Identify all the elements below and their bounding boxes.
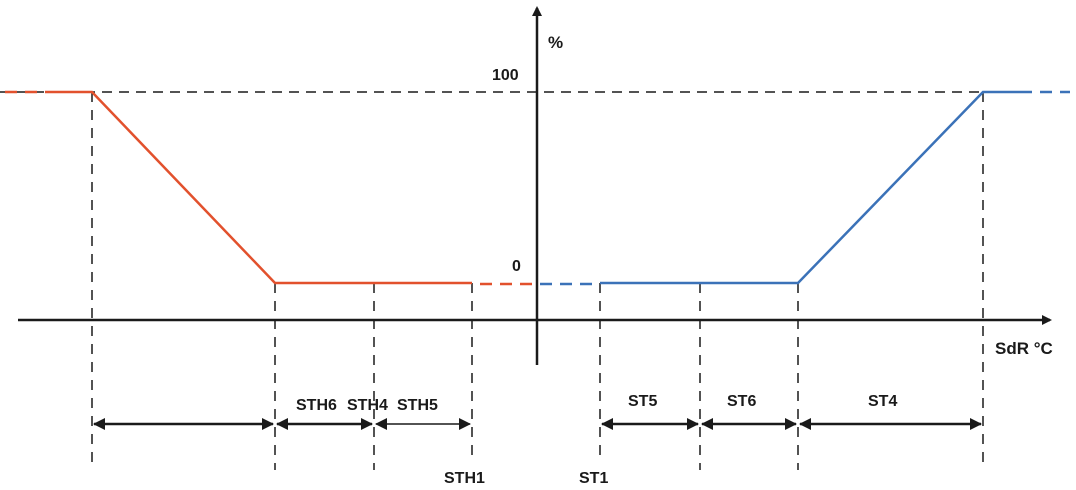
level-100-label: 100 [492,67,519,84]
band-label-st6: ST6 [727,393,756,410]
setpoint-label-st1: ST1 [579,470,608,487]
heating-curve [5,90,535,286]
cooling-solid [600,90,1020,285]
band-label-sth4: STH4 [347,397,388,414]
setpoint-label-sth1: STH1 [444,470,485,487]
y-axis-unit-label: % [548,33,563,52]
band-label-sth5: STH5 [397,397,438,414]
heating-solid [50,90,472,285]
band-label-st5: ST5 [628,393,657,410]
projection-lines [91,92,984,470]
level-0-label: 0 [512,258,521,275]
x-axis-unit-label: SdR °C [995,339,1053,358]
band-label-st4: ST4 [868,393,897,410]
cooling-curve [540,90,1070,286]
band-label-sth6: STH6 [296,397,337,414]
